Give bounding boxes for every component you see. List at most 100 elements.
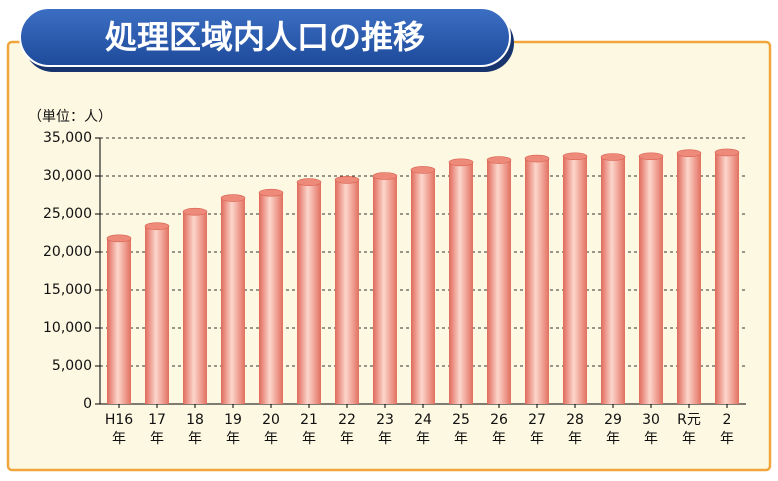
x-tick-label-line: 年 (340, 431, 354, 447)
x-tick-label-line: 年 (682, 431, 696, 447)
bar-top (638, 152, 664, 161)
y-tick-label: 10,000 (43, 320, 92, 336)
bar-body (145, 226, 169, 404)
bar-body (411, 169, 435, 404)
x-tick-label: 23 年 (376, 412, 394, 447)
x-tick-label-line: 年 (492, 431, 506, 447)
bar (638, 152, 664, 404)
title-banner (19, 7, 511, 67)
x-tick-label-line: 23 (376, 412, 394, 428)
bar-body (525, 158, 549, 404)
x-tick-label-line: 30 (642, 412, 660, 428)
x-tick-label-line: 19 (224, 412, 242, 428)
bar (334, 176, 360, 404)
bar (562, 152, 588, 404)
y-tick-label: 30,000 (43, 168, 92, 184)
x-tick-label: 28 年 (566, 412, 584, 447)
bar (448, 158, 474, 404)
y-tick-label: 0 (83, 396, 92, 412)
bar-top (562, 152, 588, 161)
y-tick-label: 5,000 (52, 358, 92, 374)
x-tick-label-line: 年 (188, 431, 202, 447)
x-tick-label-line: 2 (723, 412, 732, 428)
bar (220, 194, 246, 404)
x-tick-label-line: 25 (452, 412, 470, 428)
bar-top (334, 176, 360, 184)
x-tick-label: R元年 (677, 412, 701, 447)
bar-top (258, 188, 284, 197)
bar-body (259, 192, 283, 404)
bar (600, 153, 626, 404)
bar-body (107, 238, 131, 404)
bar-top (410, 166, 436, 174)
bar-top (448, 158, 474, 167)
bar-top (676, 149, 702, 157)
x-tick-label-line: 年 (112, 431, 126, 447)
x-tick-label-line: 28 (566, 412, 584, 428)
x-tick-label-line: 20 (262, 412, 280, 428)
bar-top (486, 156, 512, 164)
bar-body (297, 182, 321, 404)
x-tick-label-line: 17 (148, 412, 166, 428)
bar-body (487, 160, 511, 404)
bar-body (601, 157, 625, 404)
bar-top (600, 153, 626, 161)
x-tick-label-line: 年 (530, 431, 544, 447)
x-tick-label: 30 年 (642, 412, 660, 447)
bar-body (183, 211, 207, 404)
bar-body (221, 198, 245, 404)
x-tick-label: H16 年 (105, 412, 133, 447)
x-tick-label-line: 年 (568, 431, 582, 447)
bar (106, 234, 132, 404)
bar-top (372, 172, 398, 180)
bar-top (144, 222, 170, 230)
x-tick-label: 25 年 (452, 412, 470, 447)
bar-body (449, 162, 473, 404)
bar-body (563, 156, 587, 404)
x-tick-label-line: 22 (338, 412, 356, 428)
x-tick-label: 18 年 (186, 412, 204, 447)
x-tick-label-line: 年 (378, 431, 392, 447)
bar-body (335, 179, 359, 404)
x-tick-label: 22 年 (338, 412, 356, 447)
bar (714, 148, 740, 404)
bar-top (182, 207, 208, 216)
x-tick-label: 17 年 (148, 412, 166, 447)
y-tick-label: 15,000 (43, 282, 92, 298)
x-tick-label: 26 年 (490, 412, 508, 447)
x-tick-label-line: 21 (300, 412, 318, 428)
bar-top (220, 194, 246, 202)
bar (182, 207, 208, 404)
bar-body (639, 156, 663, 404)
x-tick-label-line: 29 (604, 412, 622, 428)
x-tick-label-line: 年 (606, 431, 620, 447)
bar-body (677, 153, 701, 404)
y-tick-label: 20,000 (43, 244, 92, 260)
bar-top (296, 178, 322, 186)
x-tick-label-line: 年 (264, 431, 278, 447)
bar (372, 172, 398, 404)
x-tick-label-line: 年 (226, 431, 240, 447)
x-tick-label: 27 年 (528, 412, 546, 447)
bar (524, 154, 550, 404)
x-tick-label-line: 18 (186, 412, 204, 428)
x-tick-label: 24 年 (414, 412, 432, 447)
x-tick-label-line: 24 (414, 412, 432, 428)
x-tick-label-line: 年 (150, 431, 164, 447)
bar-top (106, 234, 132, 243)
bar (410, 166, 436, 404)
x-tick-label-line: 年 (416, 431, 430, 447)
x-tick-label-line: 26 (490, 412, 508, 428)
unit-label: （単位：人） (28, 109, 112, 125)
bar-body (373, 176, 397, 404)
x-tick-label: 20 年 (262, 412, 280, 447)
y-tick-label: 35,000 (43, 130, 92, 146)
x-tick-label: 19 年 (224, 412, 242, 447)
bar-top (524, 154, 550, 163)
x-tick-label-line: 年 (454, 431, 468, 447)
x-tick-label: 29 年 (604, 412, 622, 447)
bar-body (715, 152, 739, 404)
bar-top (714, 148, 740, 157)
bar (676, 149, 702, 404)
x-tick-label-line: R元 (677, 412, 701, 428)
